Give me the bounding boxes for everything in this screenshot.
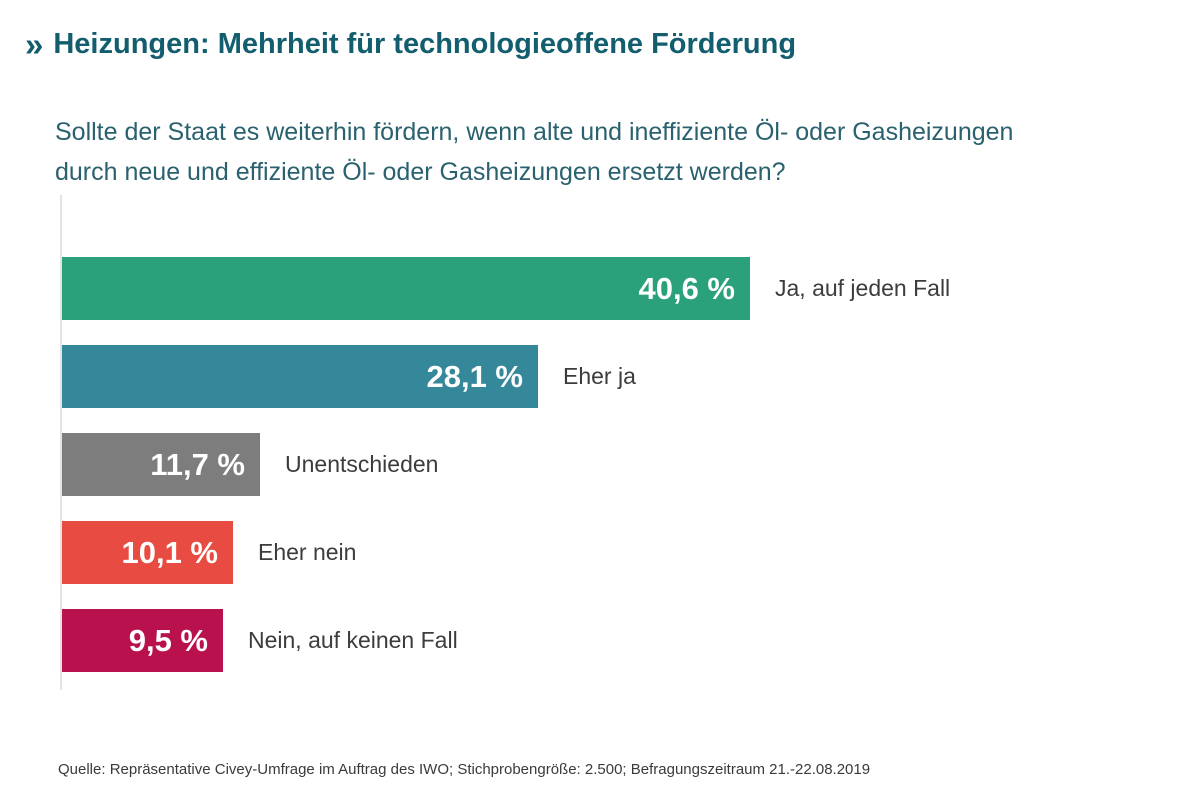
- bar-1: 40,6 %: [62, 257, 750, 320]
- bar-value-label: 9,5 %: [128, 622, 208, 658]
- bar-value-label: 11,7 %: [150, 446, 245, 482]
- bar-value-label: 40,6 %: [638, 270, 735, 306]
- bar-2: 28,1 %: [62, 345, 538, 408]
- bar-category-label: Ja, auf jeden Fall: [775, 275, 951, 301]
- survey-question-line-1: Sollte der Staat es weiterhin fördern, w…: [55, 118, 1014, 146]
- bar-value-label: 28,1 %: [426, 358, 523, 394]
- bar-row-4: 10,1 % Eher nein: [62, 521, 950, 584]
- survey-question-line-2: durch neue und effiziente Öl- oder Gashe…: [55, 158, 786, 186]
- bar-row-1: 40,6 % Ja, auf jeden Fall: [62, 257, 950, 320]
- page-title: Heizungen: Mehrheit für technologieoffen…: [53, 28, 797, 60]
- y-axis-line: [60, 195, 62, 690]
- bar-5: 9,5 %: [62, 609, 223, 672]
- bar-row-5: 9,5 % Nein, auf keinen Fall: [62, 609, 950, 672]
- bar-3: 11,7 %: [62, 433, 260, 496]
- bar-list: 40,6 % Ja, auf jeden Fall 28,1 % Eher ja 11,…: [62, 257, 950, 697]
- bar-category-label: Unentschieden: [285, 451, 439, 477]
- bar-category-label: Nein, auf keinen Fall: [248, 627, 458, 653]
- double-chevron-right-icon: »: [25, 26, 43, 63]
- bar-4: 10,1 %: [62, 521, 233, 584]
- source-note: Quelle: Repräsentative Civey-Umfrage im …: [58, 761, 871, 778]
- bar-row-3: 11,7 % Unentschieden: [62, 433, 950, 496]
- bar-category-label: Eher ja: [563, 363, 636, 389]
- survey-question: Sollte der Staat es weiterhin fördern, w…: [55, 112, 1013, 192]
- bar-row-2: 28,1 % Eher ja: [62, 345, 950, 408]
- bar-chart: 40,6 % Ja, auf jeden Fall 28,1 % Eher ja 11,…: [60, 195, 1180, 690]
- header: » Heizungen: Mehrheit für technologieoff…: [25, 26, 796, 63]
- bar-value-label: 10,1 %: [121, 534, 218, 570]
- bar-category-label: Eher nein: [258, 539, 357, 565]
